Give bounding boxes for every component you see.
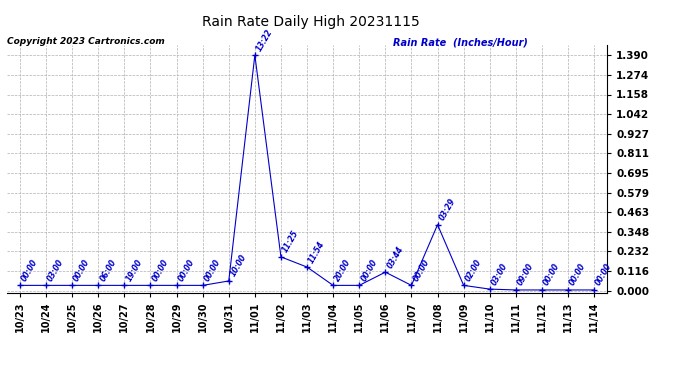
Text: 00:00: 00:00 — [72, 258, 92, 283]
Text: Rain Rate  (Inches/Hour): Rain Rate (Inches/Hour) — [393, 38, 528, 48]
Text: Copyright 2023 Cartronics.com: Copyright 2023 Cartronics.com — [7, 38, 165, 46]
Text: 13:22: 13:22 — [255, 27, 275, 53]
Text: 11:54: 11:54 — [307, 239, 327, 264]
Text: 00:00: 00:00 — [542, 262, 562, 287]
Text: 03:44: 03:44 — [385, 244, 405, 270]
Text: 00:00: 00:00 — [568, 262, 588, 287]
Text: 03:29: 03:29 — [437, 197, 457, 222]
Text: 10:00: 10:00 — [229, 253, 248, 278]
Text: 00:00: 00:00 — [594, 262, 614, 287]
Text: 11:25: 11:25 — [281, 229, 301, 254]
Text: 03:00: 03:00 — [46, 258, 66, 283]
Text: 09:00: 09:00 — [516, 262, 535, 287]
Text: 06:00: 06:00 — [98, 258, 118, 283]
Text: 00:00: 00:00 — [20, 258, 40, 283]
Text: 00:00: 00:00 — [203, 258, 222, 283]
Text: 00:00: 00:00 — [411, 258, 431, 283]
Text: 00:00: 00:00 — [359, 258, 379, 283]
Text: 03:00: 03:00 — [490, 261, 509, 286]
Text: Rain Rate Daily High 20231115: Rain Rate Daily High 20231115 — [201, 15, 420, 29]
Text: 19:00: 19:00 — [124, 258, 144, 283]
Text: 20:00: 20:00 — [333, 258, 353, 283]
Text: 00:00: 00:00 — [177, 258, 197, 283]
Text: 00:00: 00:00 — [150, 258, 170, 283]
Text: 02:00: 02:00 — [464, 258, 484, 283]
